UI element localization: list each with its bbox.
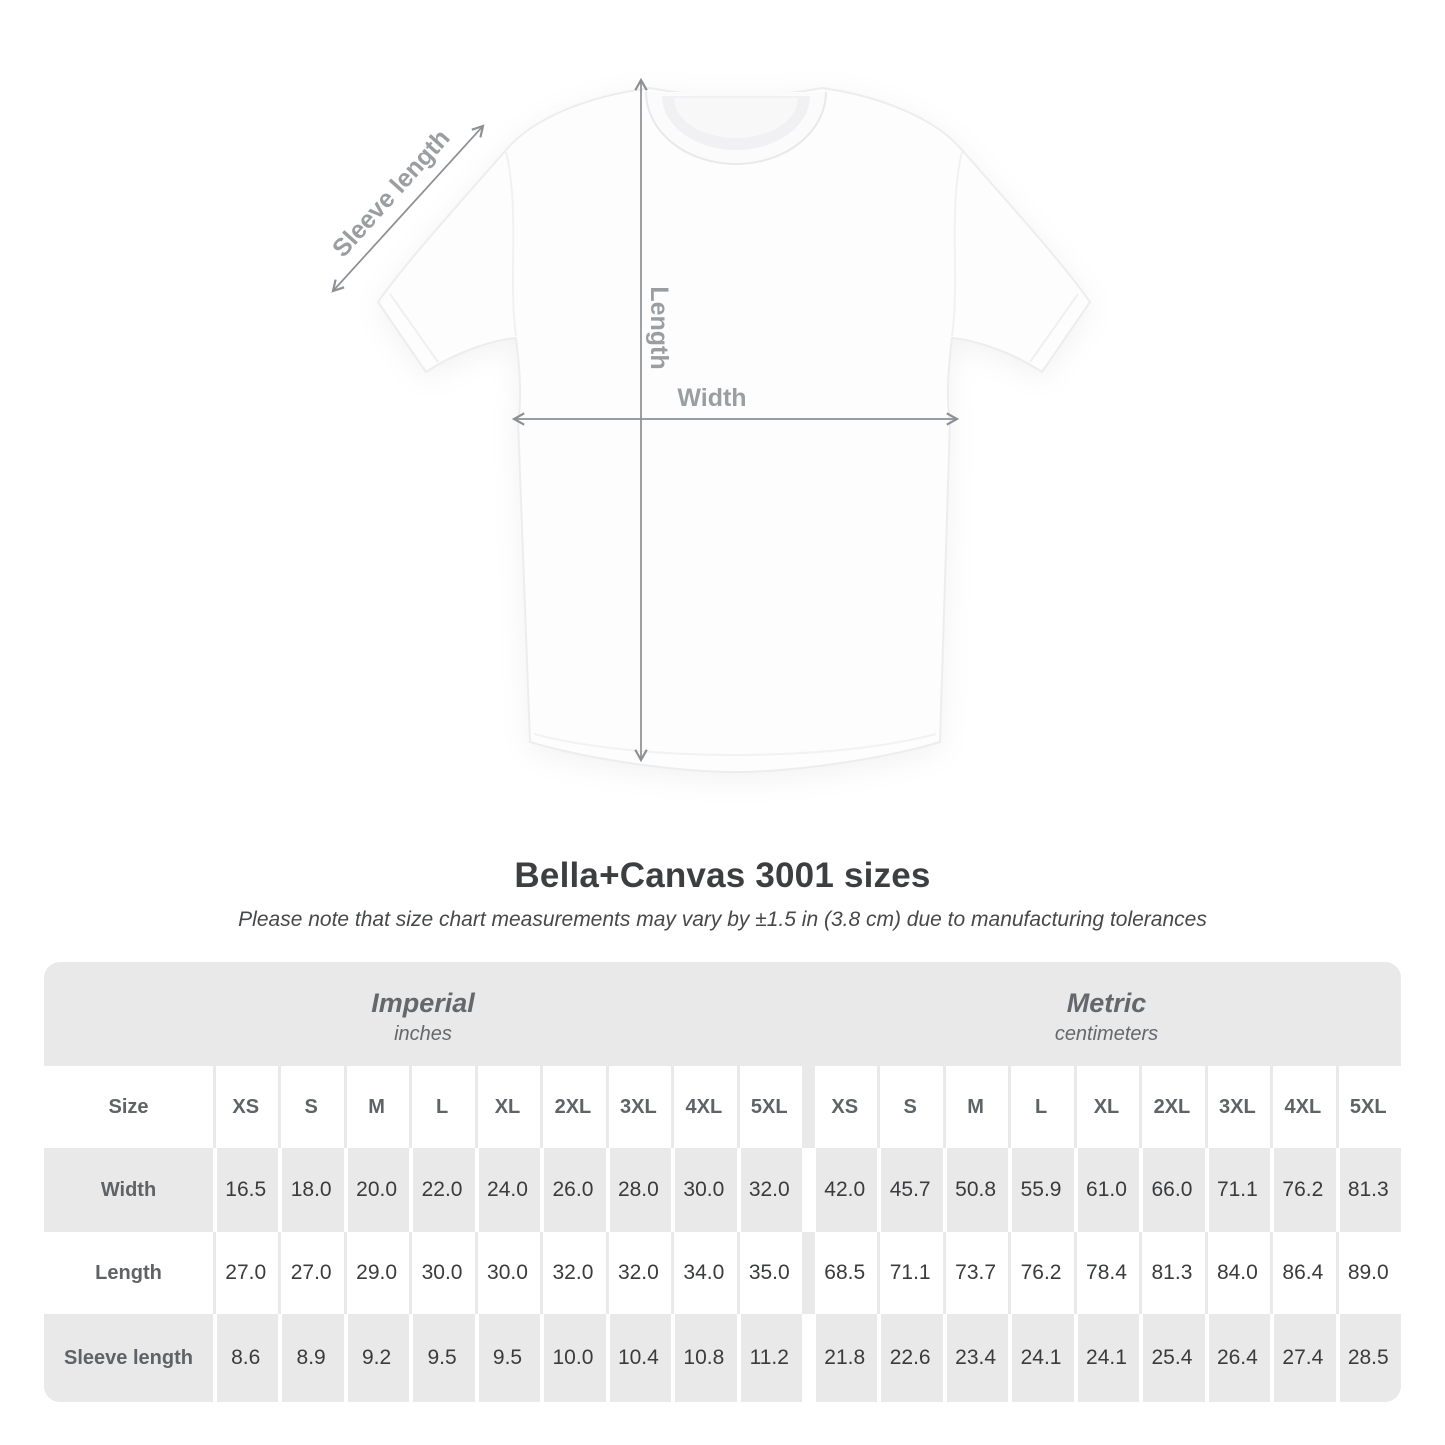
value-cell: 28.0 <box>605 1148 672 1232</box>
size-header-cell: L <box>409 1066 474 1148</box>
size-table: Imperial inches Metric centimeters Size … <box>44 962 1401 1402</box>
size-header-cell: 2XL <box>540 1066 605 1148</box>
size-header-cell: M <box>344 1066 409 1148</box>
value-cell: 68.5 <box>812 1232 877 1314</box>
size-header-cell: M <box>943 1066 1008 1148</box>
section-divider <box>801 1314 812 1402</box>
value-cell: 84.0 <box>1205 1232 1270 1314</box>
metric-section-unit: centimeters <box>1054 1023 1159 1045</box>
value-cell: 66.0 <box>1139 1148 1205 1232</box>
value-cell: 8.9 <box>278 1314 344 1402</box>
value-cell: 27.0 <box>278 1232 343 1314</box>
value-cell: 42.0 <box>811 1148 878 1232</box>
value-cell: 27.4 <box>1270 1314 1336 1402</box>
size-header-cell: L <box>1008 1066 1073 1148</box>
value-cell: 18.0 <box>278 1148 344 1232</box>
metric-section-header: Metric centimeters <box>812 962 1401 1066</box>
value-cell: 89.0 <box>1336 1232 1401 1314</box>
imperial-section-header: Imperial inches <box>44 962 802 1066</box>
size-header-cell: 3XL <box>1205 1066 1270 1148</box>
tolerance-note: Please note that size chart measurements… <box>238 908 1207 931</box>
value-cell: 30.0 <box>409 1232 474 1314</box>
value-cell: 29.0 <box>344 1232 409 1314</box>
imperial-section-unit: inches <box>394 1023 452 1045</box>
imperial-section-title: Imperial <box>371 988 475 1018</box>
size-header-cell: XS <box>812 1066 877 1148</box>
value-cell: 9.5 <box>409 1314 475 1402</box>
value-cell: 32.0 <box>736 1148 802 1232</box>
tshirt-graphic <box>377 87 1091 773</box>
size-header-cell: S <box>278 1066 343 1148</box>
section-divider <box>801 1148 812 1232</box>
metric-section-title: Metric <box>1066 988 1147 1018</box>
value-cell: 30.0 <box>671 1148 737 1232</box>
value-cell: 22.0 <box>409 1148 475 1232</box>
corner-header-cell: Size <box>108 1095 149 1118</box>
table-section-header: Imperial inches Metric centimeters <box>44 962 1401 1066</box>
tshirt-measurement-diagram: Sleeve length Length Width <box>327 0 1091 773</box>
row-label: Sleeve length <box>44 1314 213 1402</box>
value-cell: 86.4 <box>1270 1232 1335 1314</box>
sleeve-length-row: Sleeve length 8.6 8.9 9.2 9.5 9.5 10.0 1… <box>44 1314 1401 1402</box>
row-label: Length <box>95 1261 162 1284</box>
value-cell: 25.4 <box>1139 1314 1205 1402</box>
value-cell: 73.7 <box>943 1232 1008 1314</box>
value-cell: 9.2 <box>343 1314 410 1402</box>
value-cell: 10.8 <box>671 1314 737 1402</box>
value-cell: 50.8 <box>942 1148 1009 1232</box>
value-cell: 10.4 <box>605 1314 672 1402</box>
row-label: Width <box>44 1148 213 1232</box>
value-cell: 78.4 <box>1074 1232 1139 1314</box>
size-header-cell: XL <box>1074 1066 1139 1148</box>
value-cell: 23.4 <box>942 1314 1009 1402</box>
value-cell: 20.0 <box>343 1148 410 1232</box>
value-cell: 71.1 <box>877 1232 942 1314</box>
size-header-cell: 5XL <box>737 1066 802 1148</box>
value-cell: 21.8 <box>811 1314 878 1402</box>
value-cell: 22.6 <box>877 1314 943 1402</box>
value-cell: 26.4 <box>1204 1314 1271 1402</box>
value-cell: 76.2 <box>1008 1232 1073 1314</box>
page-title: Bella+Canvas 3001 sizes <box>514 856 931 895</box>
value-cell: 34.0 <box>671 1232 736 1314</box>
length-label: Length <box>645 286 673 369</box>
value-cell: 24.1 <box>1073 1314 1140 1402</box>
size-header-cell: 2XL <box>1139 1066 1204 1148</box>
size-header-cell: XS <box>213 1066 278 1148</box>
value-cell: 61.0 <box>1073 1148 1140 1232</box>
section-divider <box>801 1066 812 1148</box>
value-cell: 30.0 <box>475 1232 540 1314</box>
size-header-cell: S <box>877 1066 942 1148</box>
value-cell: 16.5 <box>213 1148 279 1232</box>
value-cell: 27.0 <box>213 1232 278 1314</box>
length-row: Length 27.0 27.0 29.0 30.0 30.0 32.0 32.… <box>44 1232 1401 1314</box>
value-cell: 24.1 <box>1008 1314 1074 1402</box>
value-cell: 35.0 <box>737 1232 802 1314</box>
value-cell: 71.1 <box>1204 1148 1271 1232</box>
value-cell: 10.0 <box>540 1314 606 1402</box>
value-cell: 8.6 <box>213 1314 279 1402</box>
width-label: Width <box>677 384 746 412</box>
value-cell: 9.5 <box>474 1314 541 1402</box>
value-cell: 28.5 <box>1335 1314 1401 1402</box>
value-cell: 32.0 <box>540 1232 605 1314</box>
section-divider <box>801 1232 812 1314</box>
size-header-cell: 4XL <box>1270 1066 1335 1148</box>
width-row: Width 16.5 18.0 20.0 22.0 24.0 26.0 28.0… <box>44 1148 1401 1232</box>
value-cell: 81.3 <box>1335 1148 1401 1232</box>
value-cell: 24.0 <box>474 1148 541 1232</box>
value-cell: 11.2 <box>736 1314 802 1402</box>
size-header-cell: 4XL <box>671 1066 736 1148</box>
size-header-cell: 3XL <box>606 1066 671 1148</box>
value-cell: 55.9 <box>1008 1148 1074 1232</box>
value-cell: 26.0 <box>540 1148 606 1232</box>
value-cell: 45.7 <box>877 1148 943 1232</box>
sleeve-length-arrow <box>333 126 483 291</box>
value-cell: 76.2 <box>1270 1148 1336 1232</box>
value-cell: 32.0 <box>606 1232 671 1314</box>
size-header-cell: 5XL <box>1336 1066 1401 1148</box>
size-header-cell: XL <box>475 1066 540 1148</box>
value-cell: 81.3 <box>1139 1232 1204 1314</box>
size-header-row: Size XS S M L XL 2XL 3XL 4XL 5XL XS S M … <box>44 1066 1401 1148</box>
